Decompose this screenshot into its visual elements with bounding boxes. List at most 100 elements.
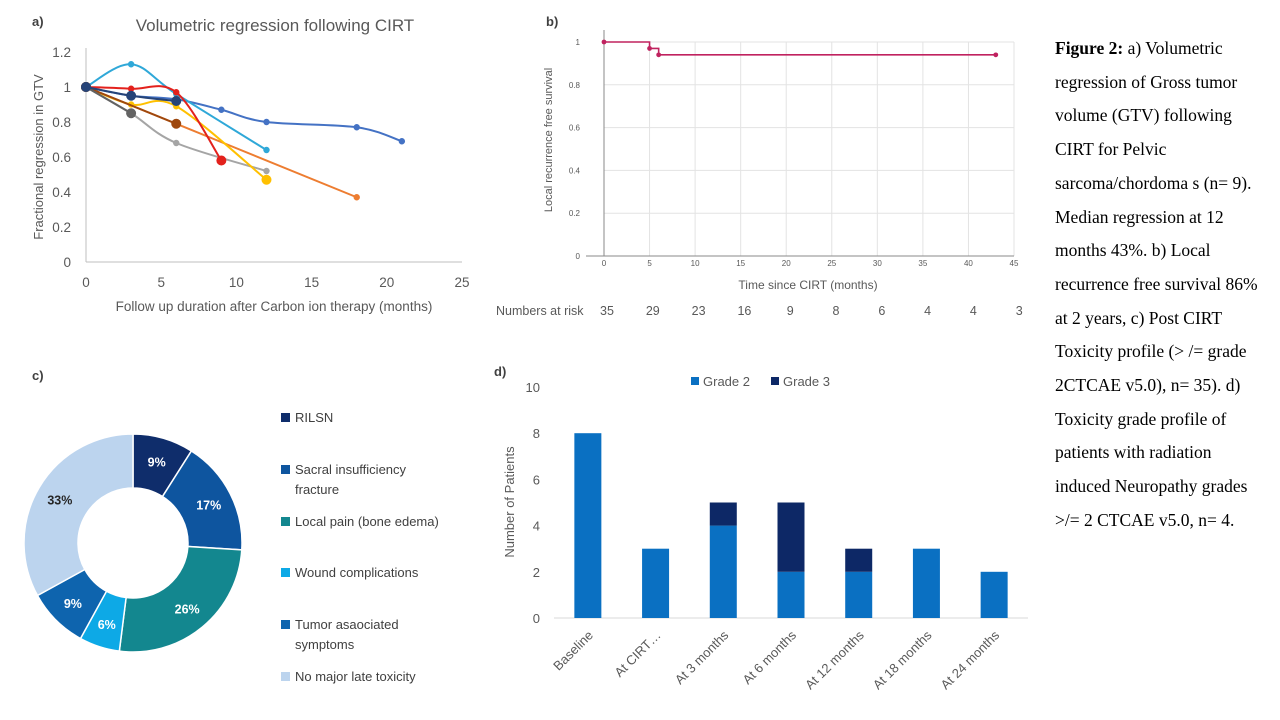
chart-a-series-line bbox=[85, 63, 268, 151]
chart-b-survival-curve bbox=[604, 41, 996, 56]
chart-b-at-risk-count: 16 bbox=[737, 304, 751, 318]
chart-a-data-point bbox=[216, 155, 227, 166]
chart-c-toxicity-profile: 9% 17% 26% 6% 9% 33% RILSN Sacral insufficiency… bbox=[23, 410, 439, 684]
chart-d-legend-label: Grade 3 bbox=[783, 374, 830, 389]
chart-b-at-risk-label: Numbers at risk bbox=[496, 304, 584, 318]
chart-b-y-axis-label: Local recurrence free survival bbox=[543, 68, 555, 212]
chart-a-x-tick-label: 25 bbox=[454, 275, 469, 290]
chart-d-bar bbox=[777, 571, 805, 618]
chart-d-bar bbox=[777, 502, 805, 572]
chart-c-slice-label: 33% bbox=[47, 494, 72, 508]
chart-a-data-point bbox=[126, 90, 137, 101]
chart-a-data-point bbox=[353, 124, 360, 131]
chart-c-legend-swatch bbox=[281, 672, 290, 681]
chart-b-y-tick-label: 0 bbox=[576, 252, 581, 261]
panel-label-d: d) bbox=[494, 364, 507, 379]
chart-b-y-tick-label: 0.4 bbox=[569, 166, 581, 175]
chart-b-x-tick-label: 40 bbox=[964, 259, 973, 268]
chart-c-slice-label: 9% bbox=[148, 455, 166, 469]
chart-b-censor-mark bbox=[993, 52, 999, 58]
chart-d-bar bbox=[642, 548, 670, 618]
chart-b-y-tick-label: 1 bbox=[576, 38, 581, 47]
chart-d-y-tick-label: 6 bbox=[533, 472, 540, 487]
chart-b-x-tick-label: 20 bbox=[782, 259, 791, 268]
chart-c-legend-label: No major late toxicity bbox=[295, 669, 416, 684]
chart-a-data-point bbox=[173, 139, 180, 147]
chart-a-data-point bbox=[261, 174, 272, 185]
chart-d-x-tick-label: Baseline bbox=[550, 628, 596, 674]
chart-a-data-point bbox=[353, 194, 360, 201]
chart-a-data-point bbox=[171, 118, 182, 129]
panel-label-b: b) bbox=[546, 14, 559, 29]
chart-a-y-tick-label: 1 bbox=[63, 80, 71, 95]
chart-d-legend-swatch bbox=[771, 377, 779, 385]
chart-d-x-tick-label: At 18 months bbox=[870, 627, 935, 692]
chart-b-at-risk-count: 9 bbox=[787, 304, 794, 318]
chart-b-censor-mark bbox=[656, 52, 662, 58]
chart-a-data-point bbox=[127, 85, 135, 92]
chart-a-y-tick-label: 0.4 bbox=[52, 185, 71, 200]
chart-a-title: Volumetric regression following CIRT bbox=[136, 16, 414, 35]
chart-a-data-point bbox=[81, 82, 91, 92]
chart-c-legend-swatch bbox=[281, 413, 290, 422]
chart-b-x-tick-label: 0 bbox=[602, 259, 607, 268]
chart-a-y-tick-label: 0 bbox=[63, 255, 71, 270]
chart-b-x-tick-label: 25 bbox=[827, 259, 836, 268]
chart-b-at-risk-count: 35 bbox=[600, 304, 614, 318]
chart-c-slice-label: 6% bbox=[98, 618, 116, 632]
chart-a-data-point bbox=[218, 106, 225, 113]
chart-d-legend-label: Grade 2 bbox=[703, 374, 750, 389]
chart-d-y-tick-label: 10 bbox=[526, 380, 540, 395]
chart-a-y-tick-label: 1.2 bbox=[52, 45, 71, 60]
chart-c-legend-swatch bbox=[281, 517, 290, 526]
chart-a-data-point bbox=[126, 108, 137, 119]
chart-d-bar bbox=[845, 548, 873, 572]
chart-b-at-risk-count: 23 bbox=[692, 304, 706, 318]
chart-b-x-axis-label: Time since CIRT (months) bbox=[738, 278, 877, 292]
chart-b-y-tick-label: 0.6 bbox=[569, 124, 581, 133]
chart-b-y-tick-label: 0.8 bbox=[569, 81, 581, 90]
chart-c-legend-label-line2: fracture bbox=[295, 482, 339, 497]
chart-b-censor-mark bbox=[601, 39, 607, 45]
chart-c-legend-label-line2: symptoms bbox=[295, 637, 355, 652]
chart-a-y-tick-label: 0.8 bbox=[52, 115, 71, 130]
chart-c-legend-label-line1: Tumor asaociated bbox=[295, 617, 399, 632]
chart-b-x-tick-label: 10 bbox=[691, 259, 700, 268]
chart-a-x-tick-label: 0 bbox=[82, 275, 90, 290]
chart-c-legend-label: Wound complications bbox=[295, 565, 419, 580]
chart-b-at-risk-count: 6 bbox=[878, 304, 885, 318]
chart-a-series-line bbox=[85, 85, 223, 162]
chart-b-x-tick-label: 30 bbox=[873, 259, 882, 268]
chart-d-bar bbox=[574, 433, 602, 618]
chart-b-x-tick-label: 5 bbox=[647, 259, 652, 268]
chart-d-x-tick-label: At CIRT… bbox=[611, 628, 663, 680]
chart-d-x-tick-label: At 24 months bbox=[937, 627, 1002, 692]
chart-a-x-tick-label: 10 bbox=[229, 275, 244, 290]
chart-a-volumetric-regression: Volumetric regression following CIRT 0 0.2… bbox=[31, 16, 470, 314]
chart-b-x-tick-label: 15 bbox=[736, 259, 745, 268]
chart-a-y-tick-label: 0.6 bbox=[52, 150, 71, 165]
chart-b-censor-mark bbox=[647, 46, 652, 51]
chart-d-y-tick-label: 4 bbox=[533, 519, 540, 534]
chart-d-bar bbox=[709, 502, 737, 526]
chart-a-data-point bbox=[263, 118, 270, 126]
caption-bold: Figure 2: bbox=[1055, 38, 1124, 58]
chart-a-y-tick-label: 0.2 bbox=[52, 220, 71, 235]
chart-b-y-tick-label: 0.2 bbox=[569, 209, 581, 218]
chart-a-data-point bbox=[127, 61, 135, 68]
chart-b-at-risk-count: 4 bbox=[970, 304, 977, 318]
chart-d-y-tick-label: 8 bbox=[533, 426, 540, 441]
chart-d-bar bbox=[709, 525, 737, 618]
chart-a-x-tick-label: 15 bbox=[304, 275, 319, 290]
chart-c-legend-swatch bbox=[281, 465, 290, 474]
figure-caption: Figure 2: a) Volumetric regression of Gr… bbox=[1055, 32, 1270, 538]
chart-c-donut-slice bbox=[118, 545, 243, 653]
chart-c-legend-label: RILSN bbox=[295, 410, 333, 425]
chart-b-x-tick-label: 35 bbox=[918, 259, 927, 268]
chart-d-y-axis-label: Number of Patients bbox=[502, 446, 517, 558]
chart-c-legend-swatch bbox=[281, 620, 290, 629]
chart-c-slice-label: 26% bbox=[175, 602, 200, 616]
chart-d-bar bbox=[845, 571, 873, 618]
chart-a-data-point bbox=[398, 138, 406, 145]
